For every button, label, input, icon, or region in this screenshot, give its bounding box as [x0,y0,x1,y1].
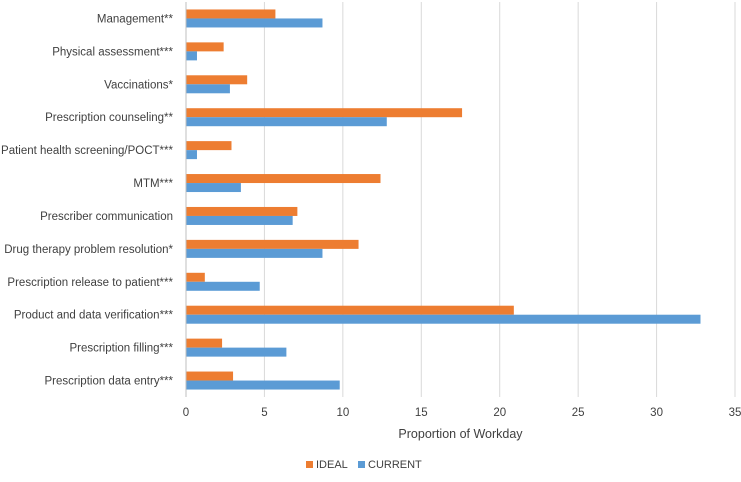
category-label: Vaccinations* [104,79,173,91]
x-tick-label: 5 [261,407,267,419]
x-tick-label: 25 [572,407,585,419]
x-axis-title: Proportion of Workday [398,427,523,441]
bar-ideal [186,9,276,19]
category-label: Prescriber communication [40,211,173,223]
x-tick-label: 30 [650,407,663,419]
bar-current [186,51,197,61]
x-tick-label: 20 [493,407,506,419]
bar-ideal [186,141,232,151]
category-label: Physical assessment*** [52,46,173,58]
legend: IDEAL CURRENT [306,459,422,471]
category-labels: Management** Physical assessment*** Vaccin… [1,13,173,387]
bar-ideal [186,371,234,381]
bar-current [186,314,701,324]
x-tick-label: 0 [183,407,189,419]
bar-ideal [186,272,205,282]
bar-ideal [186,75,248,85]
legend-label-ideal: IDEAL [316,459,348,471]
bar-ideal [186,239,359,249]
bar-current [186,84,230,94]
bar-current [186,18,323,28]
x-tick-label: 15 [415,407,428,419]
bar-ideal [186,174,381,184]
legend-label-current: CURRENT [368,459,422,471]
bar-current [186,150,197,160]
bar-ideal [186,305,514,315]
bars [186,9,701,390]
category-label: Prescription data entry*** [45,376,174,388]
gridlines [263,2,736,397]
bar-current [186,380,340,390]
category-label: Drug therapy problem resolution* [4,244,173,256]
category-label: Product and data verification*** [14,310,174,322]
bar-current [186,248,323,258]
x-tick-label: 35 [729,407,741,419]
category-label: Management** [97,13,174,25]
bar-current [186,347,287,357]
legend-swatch-ideal [306,461,313,468]
category-label: Patient health screening/POCT*** [1,145,173,157]
category-label: Prescription counseling** [45,112,173,124]
bar-ideal [186,42,224,52]
bar-current [186,215,293,225]
tick-labels: 0 5 10 15 20 25 30 35 [183,407,741,419]
category-label: Prescription release to patient*** [7,277,173,289]
category-label: MTM*** [133,178,173,190]
bar-current [186,281,260,291]
bar-ideal [186,108,463,118]
legend-swatch-current [358,461,365,468]
bar-current [186,117,387,127]
category-label: Prescription filling*** [69,343,173,355]
bar-ideal [186,338,223,348]
x-tick-label: 10 [336,407,349,419]
bar-ideal [186,206,298,216]
bar-current [186,183,241,193]
